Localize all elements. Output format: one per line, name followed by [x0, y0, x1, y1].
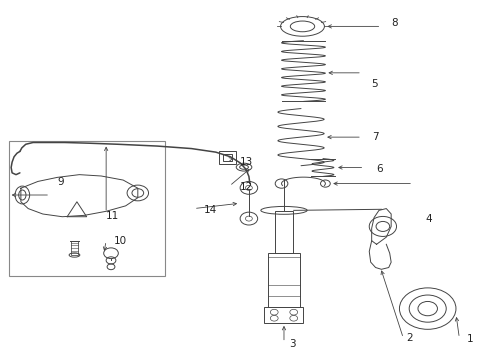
Text: 11: 11 — [106, 211, 120, 221]
Bar — [71, 241, 78, 255]
Text: 3: 3 — [289, 339, 295, 349]
Text: 5: 5 — [372, 78, 378, 89]
Bar — [265, 307, 303, 323]
Text: 14: 14 — [203, 205, 217, 215]
Bar — [222, 154, 232, 161]
Text: 8: 8 — [391, 18, 398, 28]
Text: 4: 4 — [425, 214, 432, 224]
Text: 12: 12 — [240, 182, 253, 192]
Text: 2: 2 — [406, 333, 413, 343]
Bar — [275, 211, 293, 253]
Text: 7: 7 — [372, 132, 378, 142]
Text: 13: 13 — [240, 157, 253, 167]
Text: 10: 10 — [114, 236, 126, 246]
Bar — [219, 152, 236, 164]
Text: 6: 6 — [376, 164, 383, 174]
Bar — [9, 141, 165, 276]
Bar — [269, 253, 299, 307]
Text: 1: 1 — [466, 334, 473, 344]
Text: 9: 9 — [57, 177, 64, 187]
